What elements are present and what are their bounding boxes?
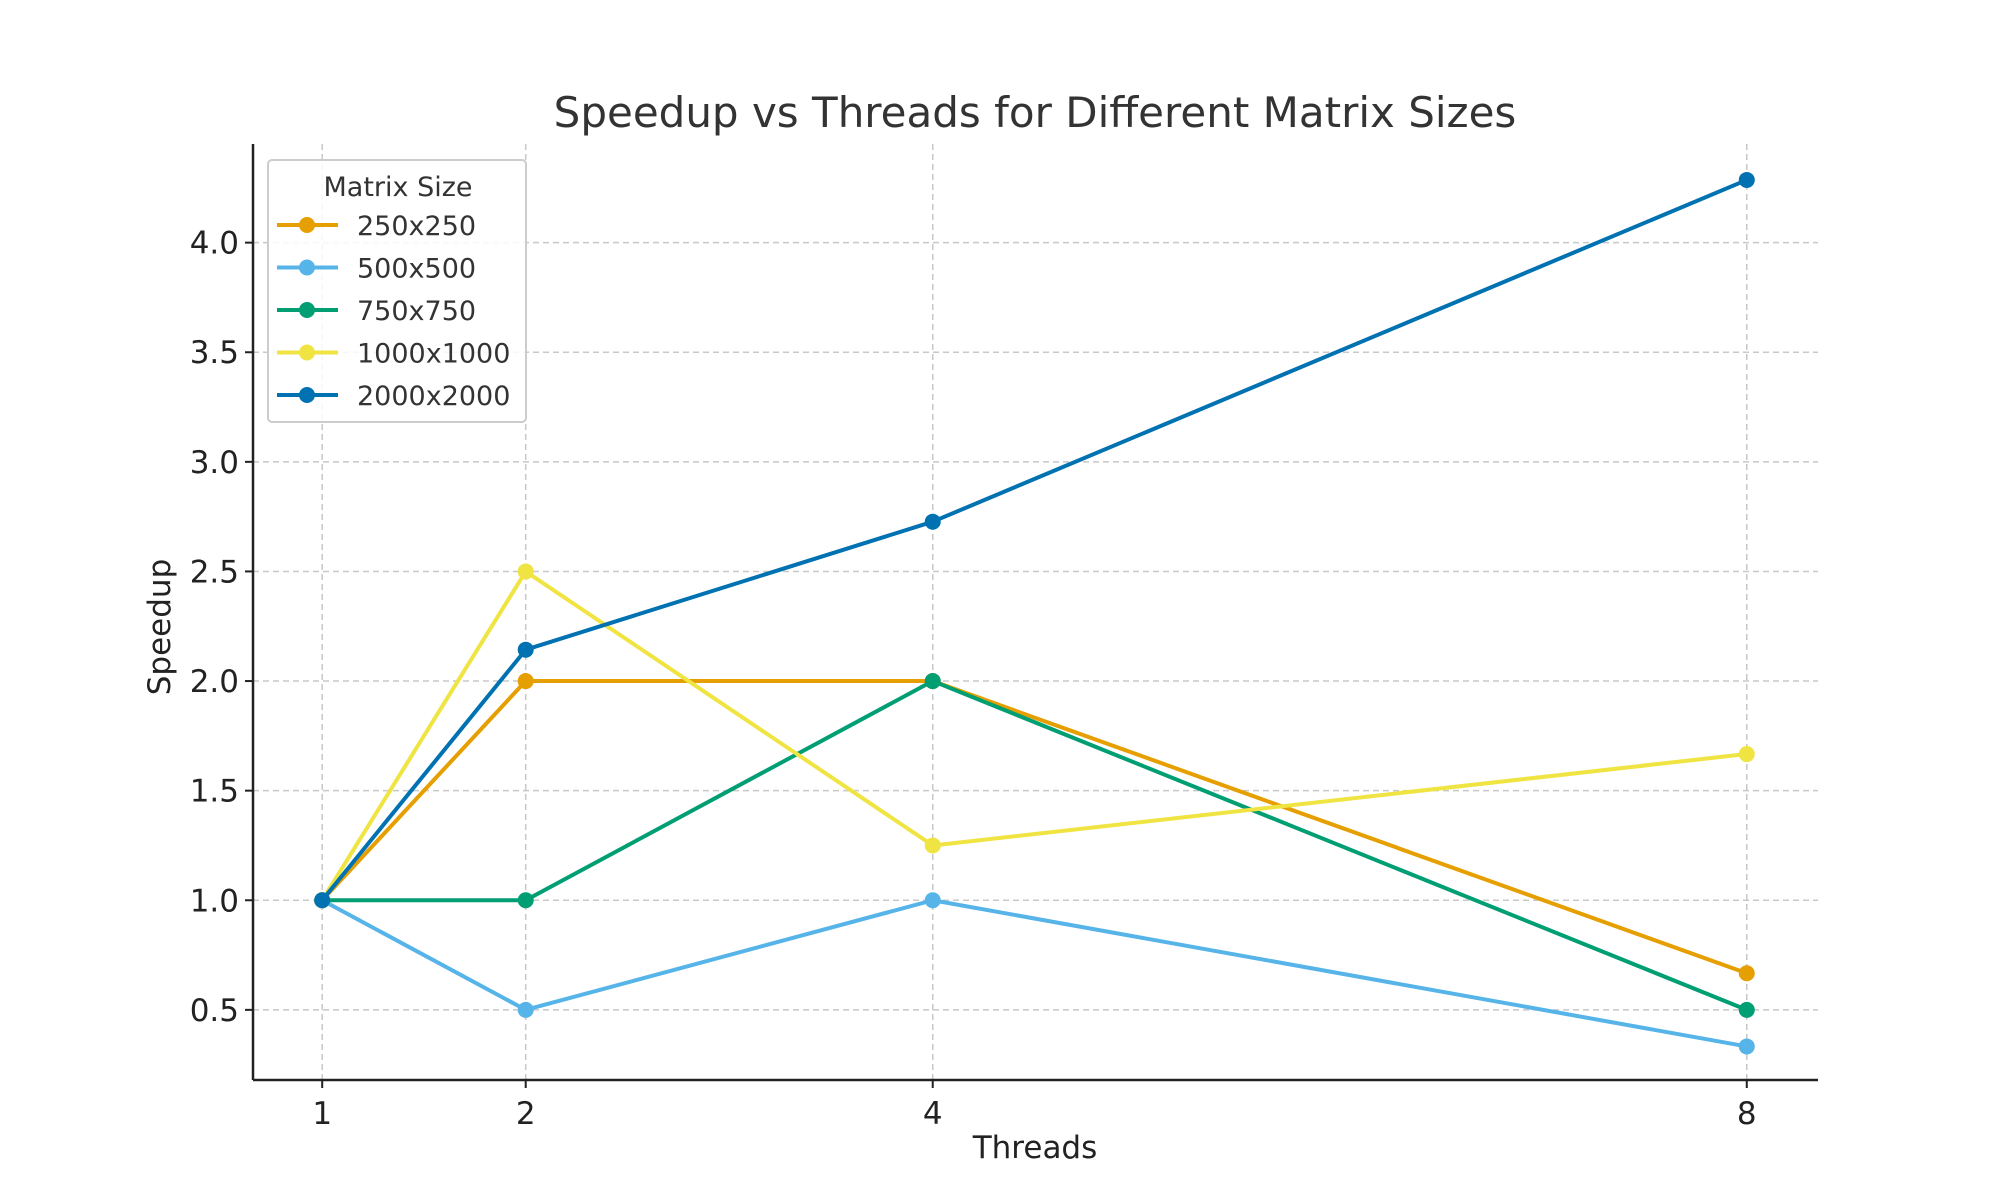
- data-point: [924, 673, 941, 690]
- series-1000x1000: [314, 563, 1755, 909]
- data-point: [517, 563, 534, 580]
- x-tick-label: 8: [1737, 1096, 1757, 1132]
- y-tick-label: 0.5: [190, 993, 239, 1029]
- y-axis-label: Speedup: [142, 559, 178, 696]
- legend-item: 2000x2000: [277, 381, 510, 412]
- y-tick-label: 3.0: [190, 445, 239, 481]
- series-750x750: [314, 673, 1755, 1018]
- y-tick-label: 3.5: [190, 335, 239, 371]
- legend-label: 500x500: [357, 254, 476, 285]
- data-point: [1738, 171, 1755, 188]
- data-point: [1738, 746, 1755, 763]
- legend-swatch-marker: [299, 217, 315, 233]
- x-tick-label: 4: [923, 1096, 943, 1132]
- data-point: [1738, 1001, 1755, 1018]
- series-line: [320, 569, 1747, 902]
- data-point: [924, 892, 941, 909]
- legend-item: 250x250: [277, 211, 476, 242]
- data-point: [517, 892, 534, 909]
- data-point: [517, 673, 534, 690]
- y-tick-label: 2.0: [190, 664, 239, 700]
- data-point: [924, 837, 941, 854]
- data-point: [1738, 965, 1755, 982]
- legend-swatch-marker: [299, 302, 315, 318]
- legend-item: 500x500: [277, 254, 476, 285]
- data-point: [1738, 1038, 1755, 1055]
- chart-title: Speedup vs Threads for Different Matrix …: [554, 88, 1517, 137]
- legend-label: 750x750: [357, 296, 476, 327]
- series-line: [320, 178, 1748, 902]
- y-tick-label: 4.0: [190, 226, 239, 262]
- series-250x250: [314, 673, 1755, 982]
- legend-items: 250x250 500x500 750x750 1000x1000 2000x2000: [277, 211, 510, 412]
- legend-label: 2000x2000: [357, 381, 510, 412]
- legend-label: 1000x1000: [357, 339, 510, 370]
- x-axis-label: Threads: [972, 1130, 1098, 1166]
- data-point: [314, 892, 331, 909]
- series-line: [320, 679, 1748, 976]
- legend-swatch-marker: [299, 259, 315, 276]
- y-tick-label: 2.5: [190, 554, 239, 590]
- data-point: [517, 641, 534, 658]
- data-point: [517, 1001, 534, 1018]
- legend-item: 1000x1000: [277, 339, 510, 370]
- series-2000x2000: [314, 171, 1755, 909]
- legend: Matrix Size 250x250 500x500 750x750 1000x10…: [267, 159, 527, 423]
- x-tick-label: 2: [516, 1096, 536, 1132]
- legend-title: Matrix Size: [323, 172, 472, 203]
- series: [314, 171, 1755, 1055]
- series-500x500: [314, 892, 1755, 1055]
- series-line: [322, 679, 1748, 1012]
- legend-label: 250x250: [357, 211, 476, 242]
- data-point: [924, 513, 941, 530]
- ticks: 0.5 1.0 1.5 2.0 2.5 3.0 3.5 4.0 1 2 4 8: [190, 226, 1757, 1132]
- y-tick-label: 1.0: [190, 883, 239, 919]
- series-line: [321, 898, 1748, 1049]
- y-tick-label: 1.5: [190, 774, 239, 810]
- legend-swatch-marker: [299, 387, 315, 403]
- x-tick-label: 1: [312, 1096, 332, 1132]
- legend-swatch-marker: [299, 344, 315, 361]
- legend-item: 750x750: [277, 296, 476, 327]
- axes: [251, 144, 1818, 1082]
